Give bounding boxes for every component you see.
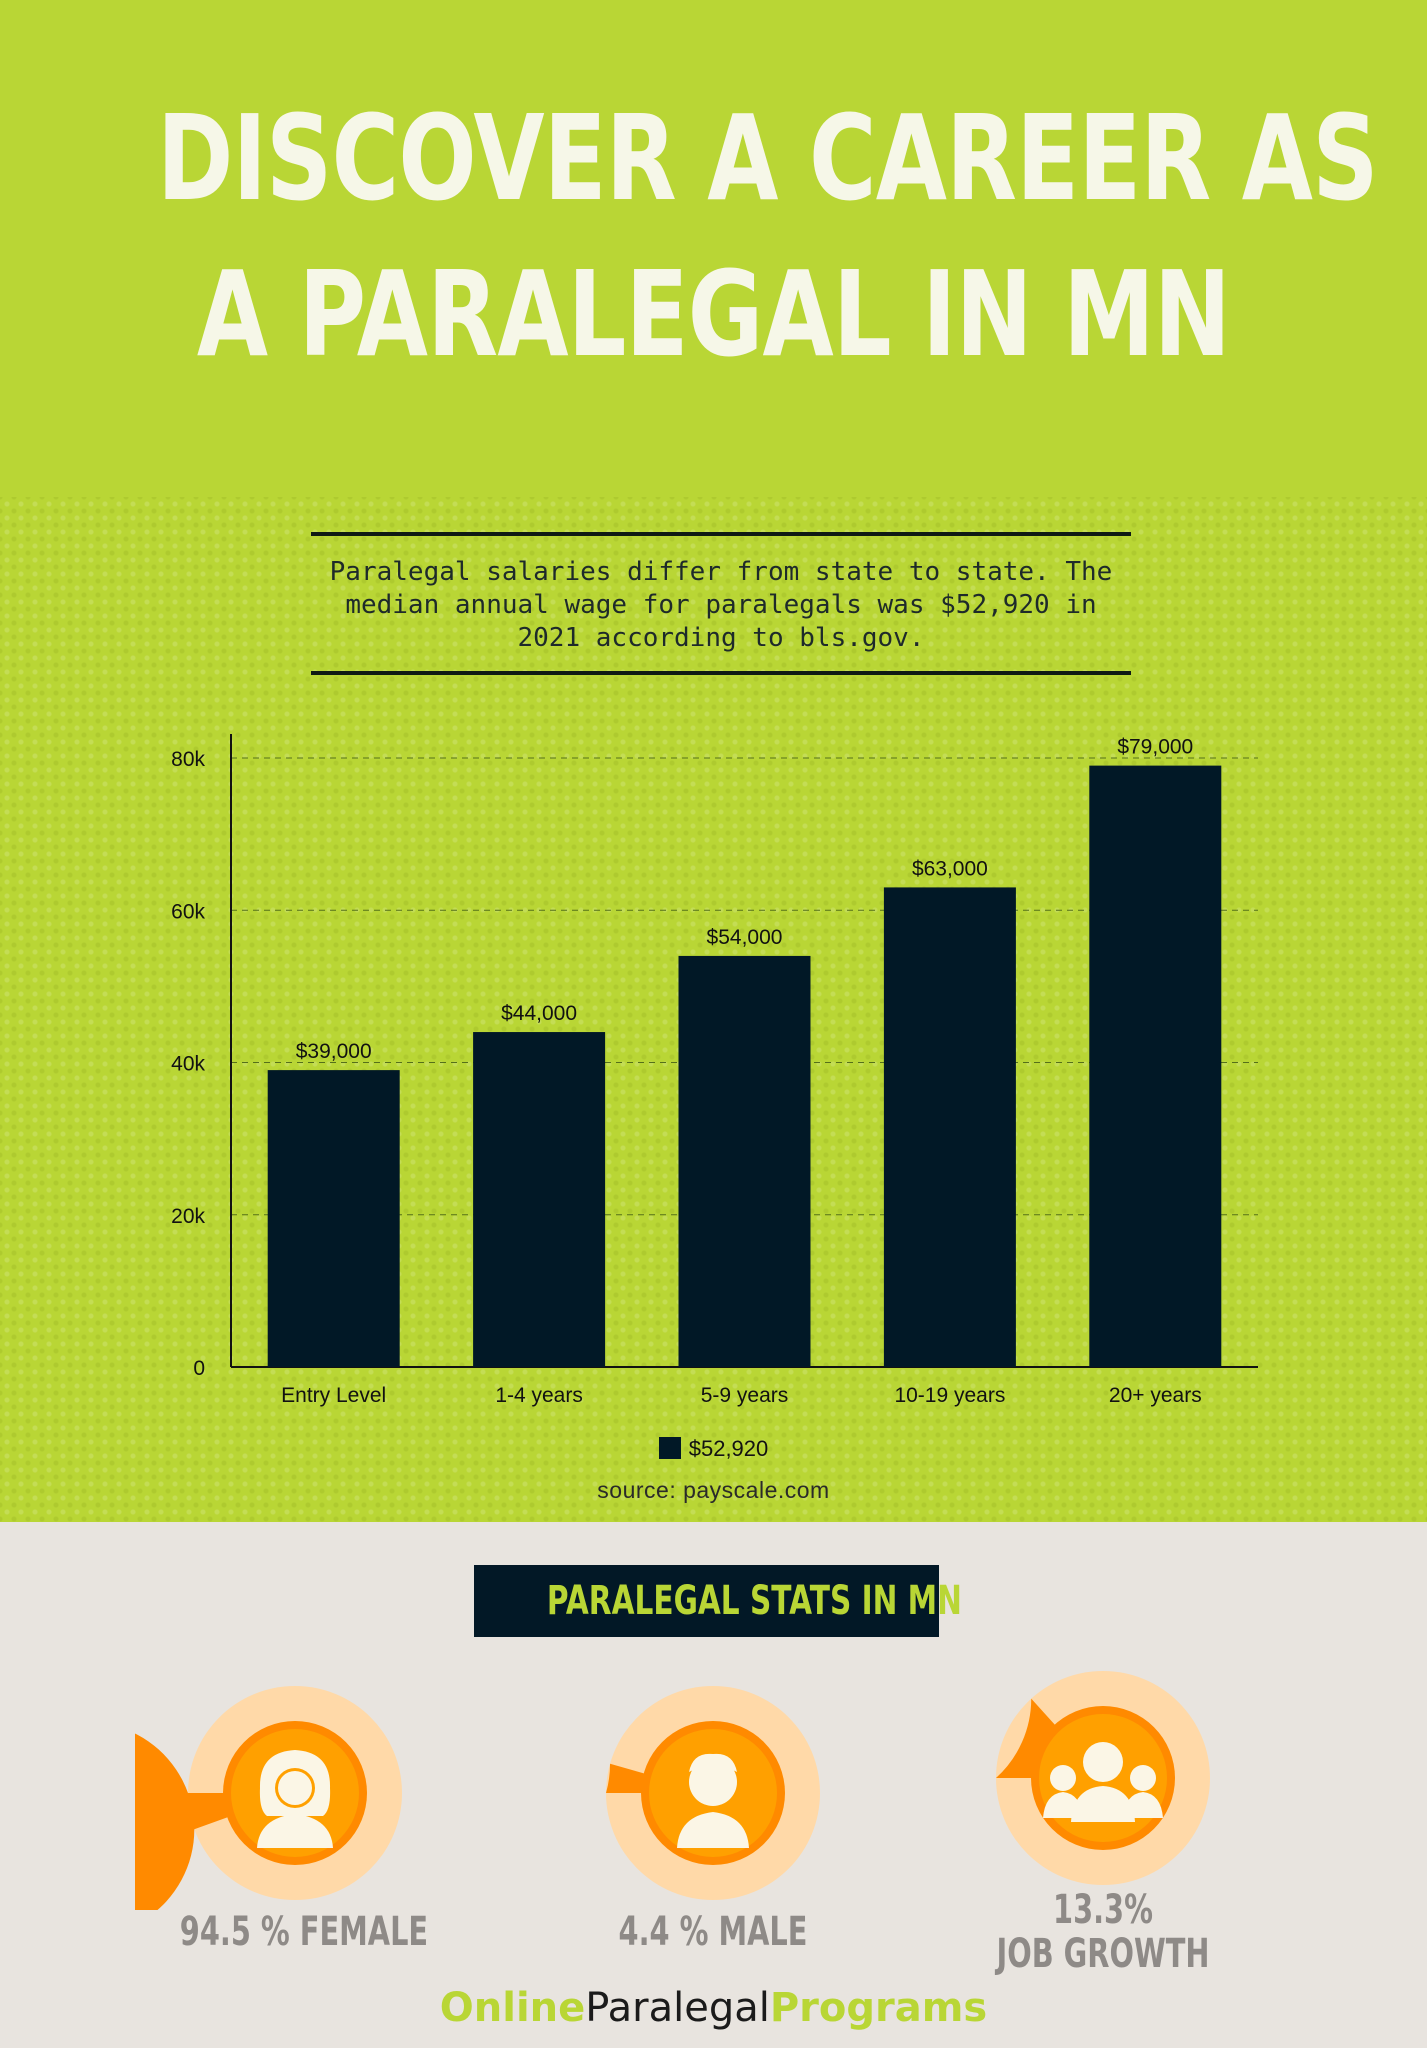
- bar: [473, 1032, 606, 1367]
- x-tick-label: 5-9 years: [701, 1384, 789, 1407]
- bar: [883, 887, 1016, 1367]
- female-icon: [257, 1750, 333, 1848]
- y-tick-label: 80k: [171, 748, 205, 771]
- chart-legend: $52,920: [0, 1436, 1427, 1462]
- x-tick-label: 10-19 years: [894, 1384, 1005, 1407]
- page-title: DISCOVER A CAREER AS A PARALEGAL IN MN: [156, 80, 1379, 392]
- stat-job-growth: 13.3% JOB GROWTH: [943, 1670, 1263, 1976]
- stats-title-banner: PARALEGAL STATS IN MN: [474, 1565, 962, 1637]
- stat-job-growth-value: 13.3%: [1053, 1887, 1153, 1933]
- x-tick-label: 1-4 years: [495, 1384, 583, 1407]
- y-tick-label: 60k: [171, 900, 205, 923]
- x-tick-label: 20+ years: [1109, 1384, 1202, 1407]
- brand-logo: OnlineParalegalPrograms: [0, 1985, 1427, 2031]
- bar-data-label: $79,000: [1117, 736, 1193, 759]
- stat-job-growth-label: 13.3% JOB GROWTH: [988, 1888, 1218, 1976]
- donut-arc: [135, 1733, 295, 1910]
- x-tick-label: Entry Level: [281, 1384, 386, 1407]
- stat-female: 94.5 % FEMALE: [135, 1670, 455, 1954]
- bar-data-label: $63,000: [912, 857, 988, 880]
- stat-male-label: 4.4 % MALE: [618, 1909, 808, 1955]
- brand-part-3: Programs: [769, 1985, 988, 2031]
- intro-text: Paralegal salaries differ from state to …: [329, 557, 1113, 653]
- header-banner: DISCOVER A CAREER AS A PARALEGAL IN MN: [0, 0, 1427, 497]
- stats-title: PARALEGAL STATS IN MN: [546, 1578, 962, 1624]
- legend-swatch: [658, 1437, 681, 1459]
- title-line-1: DISCOVER A CAREER AS: [156, 89, 1379, 227]
- bar-data-label: $39,000: [296, 1040, 372, 1063]
- intro-top-rule: [311, 532, 1131, 536]
- intro-bottom-rule: [311, 671, 1131, 675]
- group-icon: [1043, 1742, 1163, 1822]
- male-donut: [606, 1686, 820, 1900]
- legend-label: $52,920: [688, 1436, 769, 1461]
- brand-part-1: Online: [439, 1985, 586, 2031]
- stat-female-label: 94.5 % FEMALE: [179, 1909, 429, 1955]
- female-donut: [135, 1686, 402, 1910]
- title-line-2: A PARALEGAL IN MN: [196, 245, 1231, 383]
- stat-male: 4.4 % MALE: [553, 1670, 873, 1954]
- y-tick-label: 40k: [171, 1053, 205, 1076]
- y-tick-label: 0: [193, 1357, 205, 1380]
- bar-data-label: $54,000: [707, 926, 783, 949]
- salary-bar-chart: 0 20k 40k 60k 80k $39,000 Entry Level $44,000 1-…: [171, 734, 1258, 1407]
- y-tick-label: 20k: [171, 1205, 205, 1228]
- bar-data-label: $44,000: [501, 1002, 577, 1025]
- source-note: source: payscale.com: [597, 1477, 830, 1503]
- bar: [267, 1070, 400, 1367]
- job-growth-donut: [996, 1671, 1210, 1885]
- bar: [678, 955, 811, 1367]
- stat-job-growth-caption: JOB GROWTH: [996, 1931, 1210, 1977]
- bar: [1089, 765, 1222, 1367]
- male-icon: [677, 1753, 749, 1848]
- brand-part-2: Paralegal: [585, 1985, 770, 2031]
